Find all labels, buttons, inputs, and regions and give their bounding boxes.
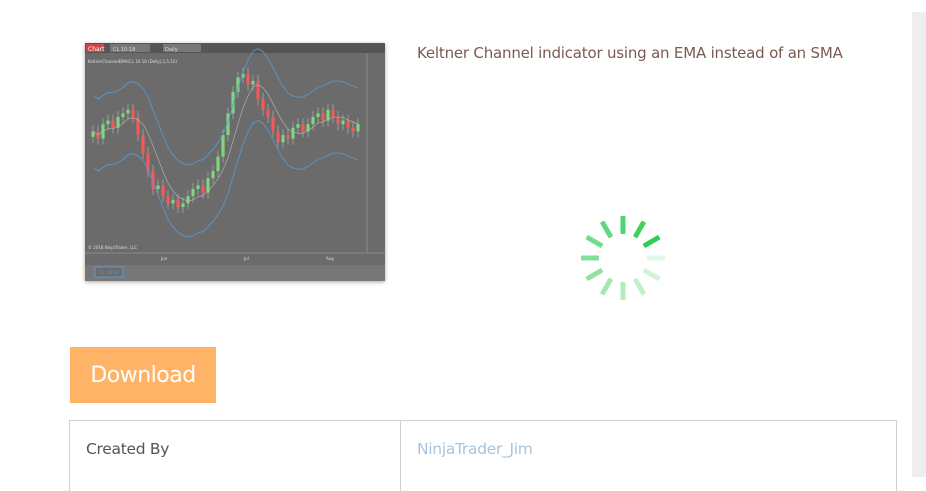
candle xyxy=(301,124,305,132)
candle xyxy=(321,113,325,121)
candle xyxy=(106,120,110,125)
candle xyxy=(141,135,145,153)
candle xyxy=(116,117,120,128)
candle xyxy=(281,135,285,143)
middle-line xyxy=(92,84,359,202)
spinner-segment xyxy=(600,277,613,296)
candle xyxy=(241,73,245,78)
upper-band xyxy=(92,48,359,166)
candle xyxy=(226,113,230,135)
candle xyxy=(111,120,115,128)
candle xyxy=(246,73,250,85)
candle xyxy=(216,156,220,171)
candle xyxy=(131,109,135,117)
spinner-segment xyxy=(585,235,604,248)
loading-spinner-icon xyxy=(581,216,665,300)
candle xyxy=(171,199,175,204)
svg-text:Chart: Chart xyxy=(88,46,105,53)
candle xyxy=(356,124,360,132)
spinner-segment xyxy=(642,268,661,281)
candle xyxy=(186,196,190,204)
candle xyxy=(196,185,200,189)
candle xyxy=(346,120,350,128)
spinner-segment xyxy=(585,268,604,281)
svg-text:Jul: Jul xyxy=(243,256,249,261)
page-scrollbar[interactable] xyxy=(912,12,926,477)
candle xyxy=(151,171,155,189)
candle xyxy=(206,178,210,193)
download-button[interactable]: Download xyxy=(70,347,216,403)
candle xyxy=(291,127,295,139)
candle xyxy=(296,124,300,128)
svg-text:Daily: Daily xyxy=(165,47,178,53)
candle xyxy=(306,124,310,132)
candle xyxy=(161,185,165,197)
candle xyxy=(271,117,275,132)
spinner-segment xyxy=(581,255,599,261)
candle xyxy=(261,99,265,110)
candle xyxy=(211,171,215,179)
candle xyxy=(181,203,185,207)
spinner-segment xyxy=(647,255,665,261)
candle xyxy=(326,109,330,121)
candle xyxy=(341,120,345,125)
candle xyxy=(91,131,95,137)
svg-text:CL 10-18: CL 10-18 xyxy=(113,47,135,53)
candle xyxy=(166,196,170,204)
indicator-screenshot: Chart CL 10-18 Daily KeltnerChannelEMA(C… xyxy=(85,43,385,281)
candle xyxy=(276,131,280,143)
svg-text:CL 10-18: CL 10-18 xyxy=(99,270,119,276)
candle xyxy=(251,81,255,85)
candle xyxy=(311,117,315,125)
candle xyxy=(136,117,140,135)
spinner-segment xyxy=(600,220,613,239)
candle xyxy=(201,185,205,193)
candle xyxy=(126,109,130,114)
candle xyxy=(266,109,270,117)
candle xyxy=(336,117,340,125)
chart-image: Chart CL 10-18 Daily KeltnerChannelEMA(C… xyxy=(85,43,385,281)
candle xyxy=(231,91,235,114)
candle xyxy=(221,135,225,157)
indicator-description: Keltner Channel indicator using an EMA i… xyxy=(417,44,843,62)
svg-text:KeltnerChannelEMA(CL 10-18 (Da: KeltnerChannelEMA(CL 10-18 (Daily),1,5,1… xyxy=(88,59,177,64)
created-by-link[interactable]: NinjaTrader_Jim xyxy=(417,440,533,458)
candle xyxy=(191,189,195,197)
spinner-segment xyxy=(620,282,626,300)
spinner-segment xyxy=(642,235,661,248)
candle xyxy=(286,135,290,139)
lower-band xyxy=(92,120,359,238)
svg-text:Aug: Aug xyxy=(326,256,334,261)
svg-text:Jun: Jun xyxy=(160,256,168,261)
candle xyxy=(121,113,125,117)
candle xyxy=(351,127,355,132)
candle xyxy=(156,185,160,189)
candle xyxy=(316,113,320,117)
details-table: Created By NinjaTrader_Jim xyxy=(69,420,897,491)
svg-text:© 2018 NinjaTrader, LLC: © 2018 NinjaTrader, LLC xyxy=(88,245,138,250)
candle xyxy=(331,109,335,117)
candle xyxy=(176,199,180,207)
spinner-segment xyxy=(620,216,626,234)
candle xyxy=(236,77,240,92)
candle xyxy=(256,81,260,99)
spinner-segment xyxy=(633,277,646,296)
created-by-label: Created By xyxy=(70,421,401,491)
spinner-segment xyxy=(633,220,646,239)
candle xyxy=(146,153,150,171)
